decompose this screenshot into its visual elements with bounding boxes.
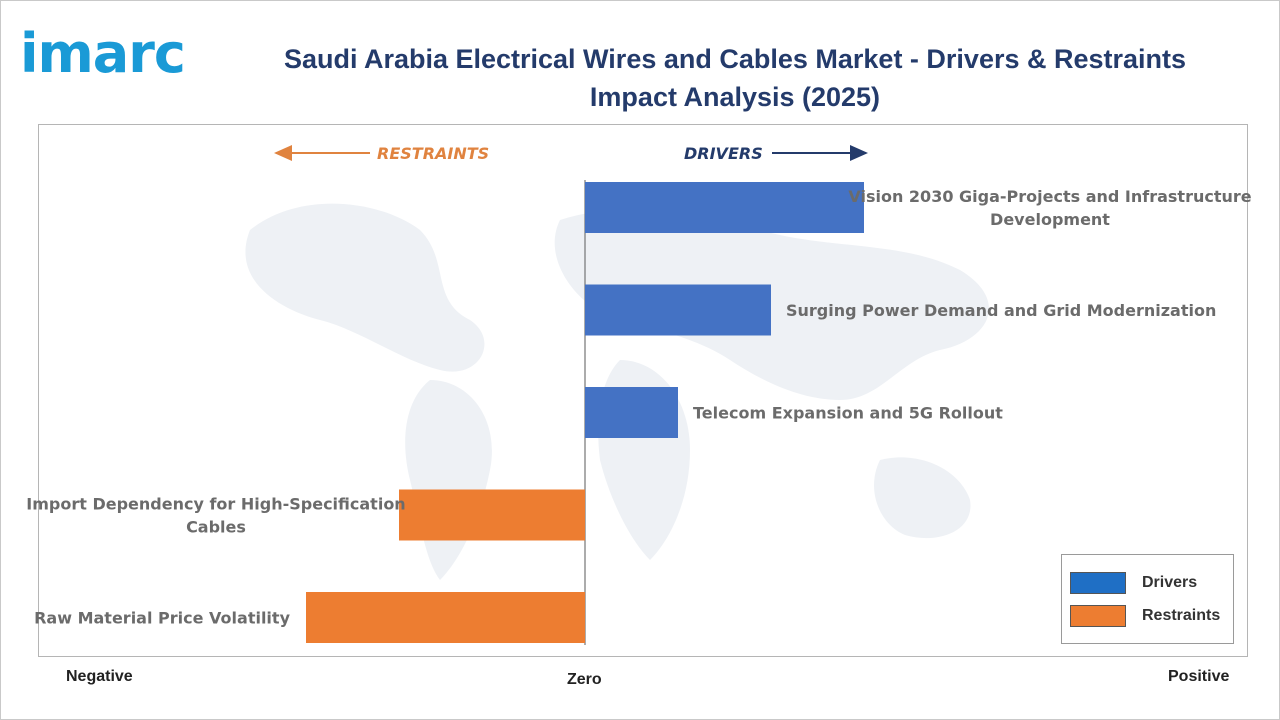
restraints-direction-label: RESTRAINTS xyxy=(377,144,489,163)
bar-restraint-4 xyxy=(306,592,585,643)
svg-text:imarc: imarc xyxy=(20,22,185,84)
bar-driver-2 xyxy=(585,387,678,438)
category-label-0: Vision 2030 Giga-Projects and Infrastruc… xyxy=(848,187,1251,229)
axis-zero-label: Zero xyxy=(567,671,602,688)
category-label-1: Surging Power Demand and Grid Modernizat… xyxy=(786,301,1216,320)
plot-area xyxy=(38,124,1248,657)
axis-positive-label: Positive xyxy=(1168,668,1230,685)
chart-title: Saudi Arabia Electrical Wires and Cables… xyxy=(283,44,1187,112)
legend: Drivers Restraints xyxy=(1061,554,1234,644)
bar-group xyxy=(306,182,864,643)
category-label-2: Telecom Expansion and 5G Rollout xyxy=(693,404,1003,423)
category-label-group: Vision 2030 Giga-Projects and Infrastruc… xyxy=(26,187,1251,628)
category-label-3: Import Dependency for High-Specification… xyxy=(26,495,405,537)
legend-label-restraints: Restraints xyxy=(1142,607,1221,624)
bar-restraint-3 xyxy=(399,489,585,541)
drivers-direction-label: DRIVERS xyxy=(684,144,763,163)
bar-driver-1 xyxy=(585,284,771,336)
legend-label-drivers: Drivers xyxy=(1142,574,1198,591)
legend-swatch-restraints xyxy=(1070,605,1126,627)
category-label-4: Raw Material Price Volatility xyxy=(34,609,290,628)
imarc-logo: imarc xyxy=(20,22,186,84)
legend-swatch-drivers xyxy=(1070,572,1126,594)
bar-driver-0 xyxy=(585,182,864,233)
axis-negative-label: Negative xyxy=(66,668,133,685)
